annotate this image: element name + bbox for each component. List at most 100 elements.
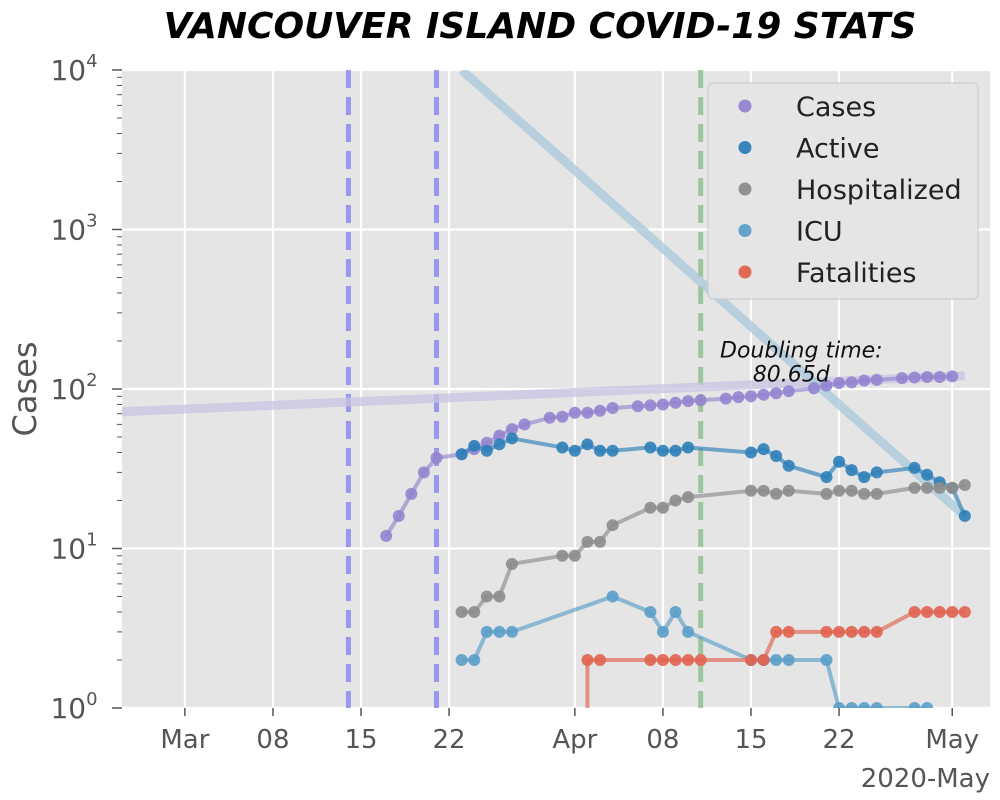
data-point-cases (594, 404, 607, 417)
data-point-active (644, 441, 657, 454)
data-point-cases (669, 396, 682, 409)
data-point-active (744, 446, 757, 459)
data-point-fatalities (908, 605, 921, 618)
data-point-icu (858, 702, 871, 708)
data-point-cases (870, 373, 883, 386)
data-point-active (958, 509, 971, 522)
x-tick-label: 08 (256, 725, 289, 755)
data-point-icu (845, 702, 858, 708)
data-point-hospitalized (757, 484, 770, 497)
x-tick-label: 22 (822, 725, 855, 755)
data-point-icu (468, 653, 481, 666)
data-point-cases (631, 400, 644, 413)
data-point-hospitalized (568, 549, 581, 562)
data-point-cases (644, 399, 657, 412)
legend-box (707, 82, 979, 300)
legend-label-icu: ICU (796, 217, 843, 248)
series-line-cases (384, 374, 953, 537)
data-point-hospitalized (782, 484, 795, 497)
data-point-fatalities (845, 625, 858, 638)
series-line-active (460, 436, 967, 517)
data-point-icu (782, 653, 795, 666)
data-point-hospitalized (505, 557, 518, 570)
data-point-cases (770, 387, 783, 400)
data-point-fatalities (669, 653, 682, 666)
data-point-cases (895, 372, 908, 385)
data-point-hospitalized (581, 535, 594, 548)
chart-title: VANCOUVER ISLAND COVID-19 STATS (164, 6, 917, 47)
series-fatalities (581, 605, 971, 708)
annotation-line-1: Doubling time: (720, 338, 883, 363)
data-point-icu (921, 702, 934, 708)
legend-label-fatalities: Fatalities (796, 258, 917, 289)
legend-marker-cases (738, 99, 752, 113)
data-point-icu (505, 625, 518, 638)
data-point-fatalities (958, 605, 971, 618)
data-point-icu (480, 625, 493, 638)
x-tick-label: Apr (552, 725, 597, 755)
data-point-hospitalized (682, 491, 695, 504)
data-point-fatalities (858, 625, 871, 638)
series-line-fatalities (585, 609, 965, 708)
x-tick-label: 15 (344, 725, 377, 755)
data-point-icu (493, 625, 506, 638)
data-point-icu (833, 702, 846, 708)
data-point-fatalities (694, 653, 707, 666)
data-point-active (606, 444, 619, 457)
data-point-cases (908, 371, 921, 384)
data-point-fatalities (933, 605, 946, 618)
y-axis-label: Cases (6, 342, 44, 437)
data-point-active (921, 468, 934, 481)
data-point-cases (744, 390, 757, 403)
x-tick-label: 22 (433, 725, 466, 755)
data-point-active (505, 432, 518, 445)
data-point-active (782, 459, 795, 472)
data-point-cases (833, 377, 846, 390)
data-point-active (870, 466, 883, 479)
data-point-fatalities (581, 653, 594, 666)
data-point-hospitalized (594, 535, 607, 548)
data-point-hospitalized (744, 484, 757, 497)
data-point-cases (782, 385, 795, 398)
data-point-cases (581, 406, 594, 419)
legend-label-active: Active (796, 134, 880, 165)
data-point-hospitalized (820, 487, 833, 500)
data-point-cases (405, 487, 418, 500)
data-point-fatalities (757, 653, 770, 666)
data-point-cases (518, 418, 531, 431)
data-point-hospitalized (455, 605, 468, 618)
data-point-cases (392, 509, 405, 522)
series-cases (380, 370, 959, 542)
data-point-cases (430, 451, 443, 464)
data-point-active (757, 443, 770, 456)
legend-marker-fatalities (738, 265, 752, 279)
data-point-fatalities (921, 605, 934, 618)
data-point-active (820, 471, 833, 484)
annotation-line-2: 80.65d (753, 362, 831, 387)
data-point-cases (606, 402, 619, 415)
x-tick-label: Mar (160, 725, 209, 755)
data-point-icu (682, 625, 695, 638)
data-point-cases (845, 376, 858, 389)
data-point-active (669, 444, 682, 457)
data-point-hospitalized (858, 487, 871, 500)
data-point-icu (656, 625, 669, 638)
data-point-cases (505, 423, 518, 436)
legend-label-hospitalized: Hospitalized (796, 175, 962, 206)
data-point-fatalities (870, 625, 883, 638)
data-point-hospitalized (606, 519, 619, 532)
data-point-cases (568, 406, 581, 419)
data-point-hospitalized (480, 590, 493, 603)
data-point-cases (656, 398, 669, 411)
legend-marker-active (738, 141, 752, 154)
data-point-icu (644, 605, 657, 618)
data-point-active (594, 444, 607, 457)
y-tick-label: 101 (50, 530, 97, 566)
data-point-active (455, 448, 468, 461)
legend: Cases Active Hospitalized ICU Fatalities (707, 82, 979, 300)
data-point-active (468, 439, 481, 452)
data-point-cases (858, 374, 871, 387)
data-point-cases (493, 429, 506, 442)
x-axis-offset-label: 2020-May (861, 764, 990, 794)
